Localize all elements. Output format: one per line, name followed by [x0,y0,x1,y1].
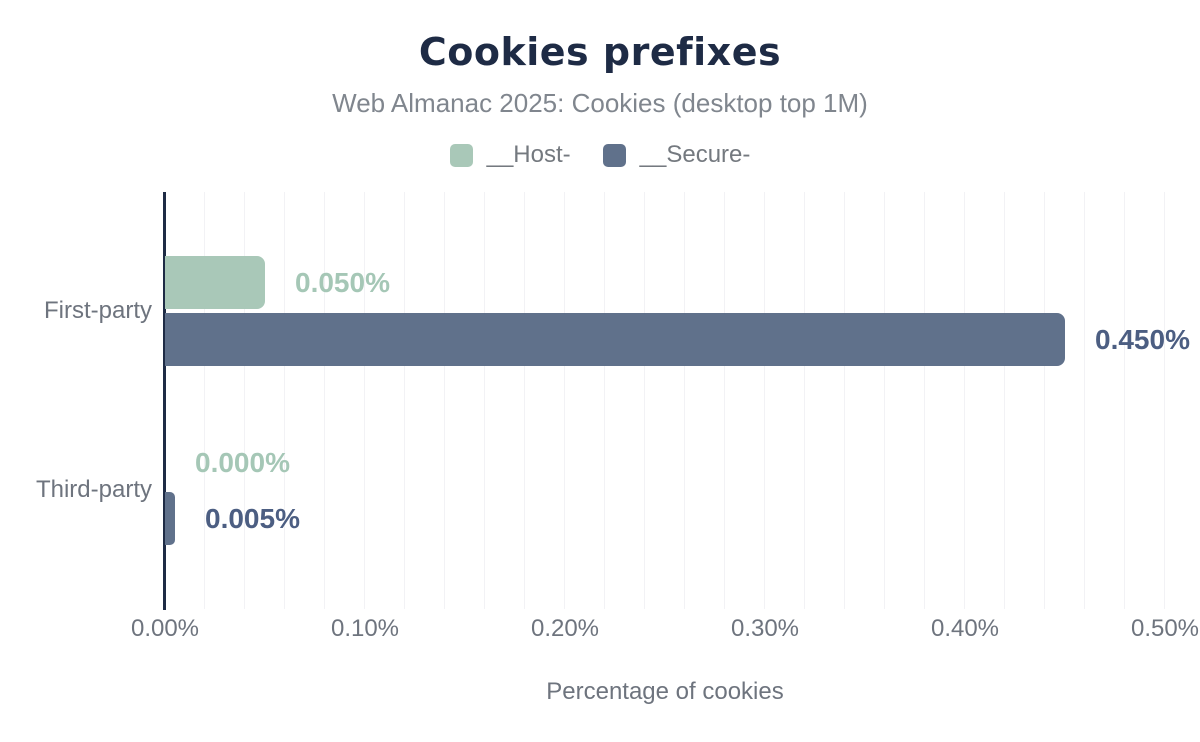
y-axis-line [163,192,166,610]
x-tick-label: 0.50% [1130,615,1200,642]
chart-title: Cookies prefixes [418,30,782,74]
legend-label: __Secure- [639,141,751,168]
x-tick-label: 0.20% [530,615,600,642]
category-label-third-party: Third-party [35,476,152,503]
bar-first-party-secure [165,313,1065,366]
legend-marker-icon [602,143,626,167]
bar-value-third-party-host: 0.000% [195,447,290,478]
legend-item-host[interactable]: __Host- [449,141,571,169]
legend-marker-icon [449,143,473,167]
chart-subtitle: Web Almanac 2025: Cookies (desktop top 1… [332,88,868,118]
legend-item-secure[interactable]: __Secure- [602,141,751,169]
x-tick-label: 0.00% [130,615,200,642]
bar-value-third-party-secure: 0.005% [205,503,300,534]
x-tick-label: 0.30% [730,615,800,642]
bar-first-party-host [165,256,265,309]
bar-value-first-party-secure: 0.450% [1095,324,1190,355]
x-tick-label: 0.40% [930,615,1000,642]
plot-area [165,192,1165,609]
bar-third-party-secure [165,492,175,545]
category-label-first-party: First-party [44,297,152,324]
legend-label: __Host- [486,141,571,168]
legend: __Host- __Secure- [0,141,1200,169]
x-axis-title: Percentage of cookies [546,678,784,705]
bar-value-first-party-host: 0.050% [295,267,390,298]
x-tick-label: 0.10% [330,615,400,642]
